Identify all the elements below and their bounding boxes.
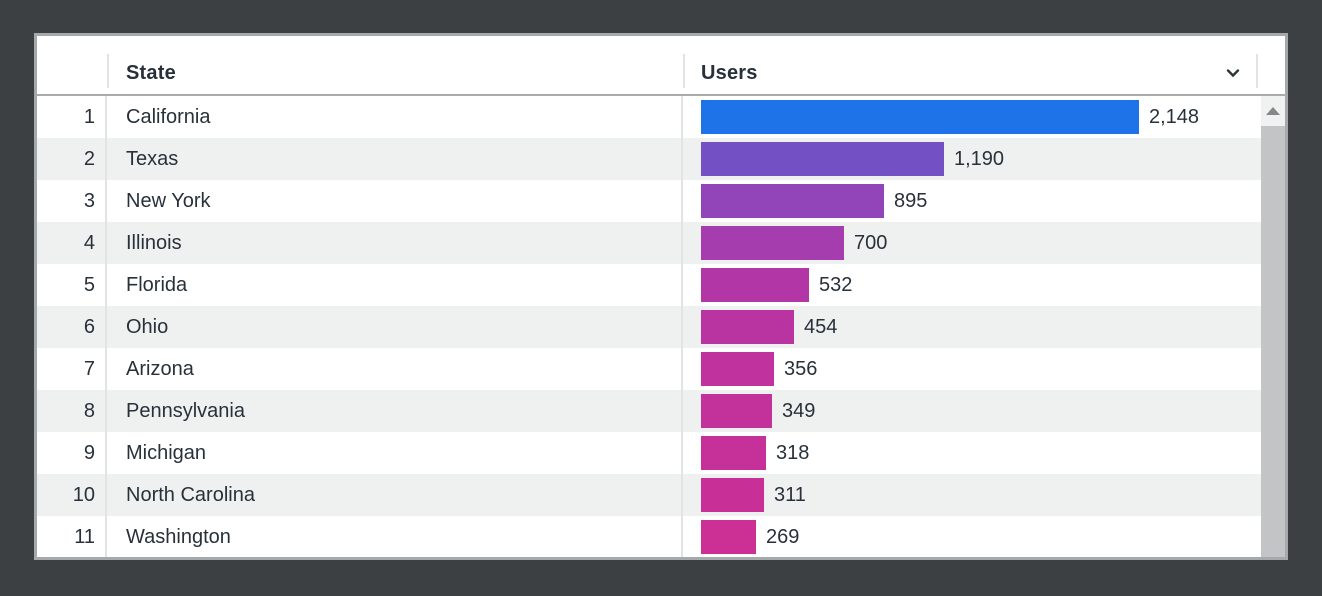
users-bar: [701, 184, 884, 218]
users-value: 269: [766, 525, 800, 548]
users-value: 895: [894, 189, 928, 212]
row-rank: 4: [37, 222, 107, 264]
scroll-up-button[interactable]: [1261, 96, 1285, 126]
users-bar: [701, 226, 844, 260]
row-state-name: Ohio: [107, 306, 683, 348]
row-rank: 7: [37, 348, 107, 390]
scrollbar[interactable]: [1261, 96, 1285, 557]
row-users-cell: 269: [683, 516, 1285, 557]
users-bar: [701, 436, 766, 470]
row-state-name: New York: [107, 180, 683, 222]
header-divider: [1256, 54, 1258, 88]
row-users-cell: 311: [683, 474, 1285, 516]
users-value: 349: [782, 399, 816, 422]
users-bar: [701, 352, 774, 386]
row-rank: 6: [37, 306, 107, 348]
row-users-cell: 532: [683, 264, 1285, 306]
row-state-name: North Carolina: [107, 474, 683, 516]
row-rank: 3: [37, 180, 107, 222]
table-row: 2 Texas 1,190: [37, 138, 1285, 180]
header-divider: [107, 54, 109, 88]
arrow-up-icon: [1266, 107, 1280, 115]
users-bar: [701, 310, 794, 344]
row-state-name: Michigan: [107, 432, 683, 474]
users-by-state-table-card: State Users 1 California 2,148 2 Texas 1…: [34, 33, 1288, 560]
row-users-cell: 1,190: [683, 138, 1285, 180]
row-state-name: Texas: [107, 138, 683, 180]
table-row: 11 Washington 269: [37, 516, 1285, 557]
users-column-header[interactable]: Users: [683, 36, 1285, 94]
row-users-cell: 700: [683, 222, 1285, 264]
users-value: 454: [804, 315, 838, 338]
table-row: 10 North Carolina 311: [37, 474, 1285, 516]
users-column-label: Users: [701, 62, 758, 84]
table-row: 3 New York 895: [37, 180, 1285, 222]
table-body: 1 California 2,148 2 Texas 1,190 3 New Y…: [37, 96, 1285, 557]
row-rank: 5: [37, 264, 107, 306]
users-value: 532: [819, 273, 853, 296]
row-users-cell: 2,148: [683, 96, 1285, 138]
table-row: 9 Michigan 318: [37, 432, 1285, 474]
row-state-name: California: [107, 96, 683, 138]
row-rank: 1: [37, 96, 107, 138]
row-state-name: Florida: [107, 264, 683, 306]
users-value: 2,148: [1149, 105, 1200, 128]
users-value: 1,190: [954, 147, 1005, 170]
row-users-cell: 454: [683, 306, 1285, 348]
row-state-name: Pennsylvania: [107, 390, 683, 432]
users-bar: [701, 394, 772, 428]
table-row: 7 Arizona 356: [37, 348, 1285, 390]
table-row: 8 Pennsylvania 349: [37, 390, 1285, 432]
row-users-cell: 356: [683, 348, 1285, 390]
table-row: 4 Illinois 700: [37, 222, 1285, 264]
users-value: 318: [776, 441, 810, 464]
row-state-name: Arizona: [107, 348, 683, 390]
header-divider: [683, 54, 685, 88]
users-value: 311: [774, 483, 806, 506]
row-users-cell: 349: [683, 390, 1285, 432]
row-rank: 10: [37, 474, 107, 516]
state-column-header[interactable]: State: [107, 36, 683, 94]
users-bar: [701, 100, 1139, 134]
row-rank: 8: [37, 390, 107, 432]
users-value: 700: [854, 231, 888, 254]
users-bar: [701, 478, 764, 512]
row-state-name: Washington: [107, 516, 683, 557]
row-users-cell: 895: [683, 180, 1285, 222]
table-header-row: State Users: [37, 36, 1285, 96]
users-bar: [701, 520, 756, 554]
rank-column-header: [37, 36, 107, 94]
table-row: 6 Ohio 454: [37, 306, 1285, 348]
users-bar: [701, 268, 809, 302]
row-rank: 9: [37, 432, 107, 474]
table-row: 1 California 2,148: [37, 96, 1285, 138]
users-bar: [701, 142, 944, 176]
row-rank: 11: [37, 516, 107, 557]
state-column-label: State: [126, 62, 176, 84]
table-row: 5 Florida 532: [37, 264, 1285, 306]
scrollbar-thumb[interactable]: [1261, 126, 1285, 557]
row-rank: 2: [37, 138, 107, 180]
chevron-down-icon[interactable]: [1223, 63, 1243, 83]
row-users-cell: 318: [683, 432, 1285, 474]
row-state-name: Illinois: [107, 222, 683, 264]
users-value: 356: [784, 357, 818, 380]
